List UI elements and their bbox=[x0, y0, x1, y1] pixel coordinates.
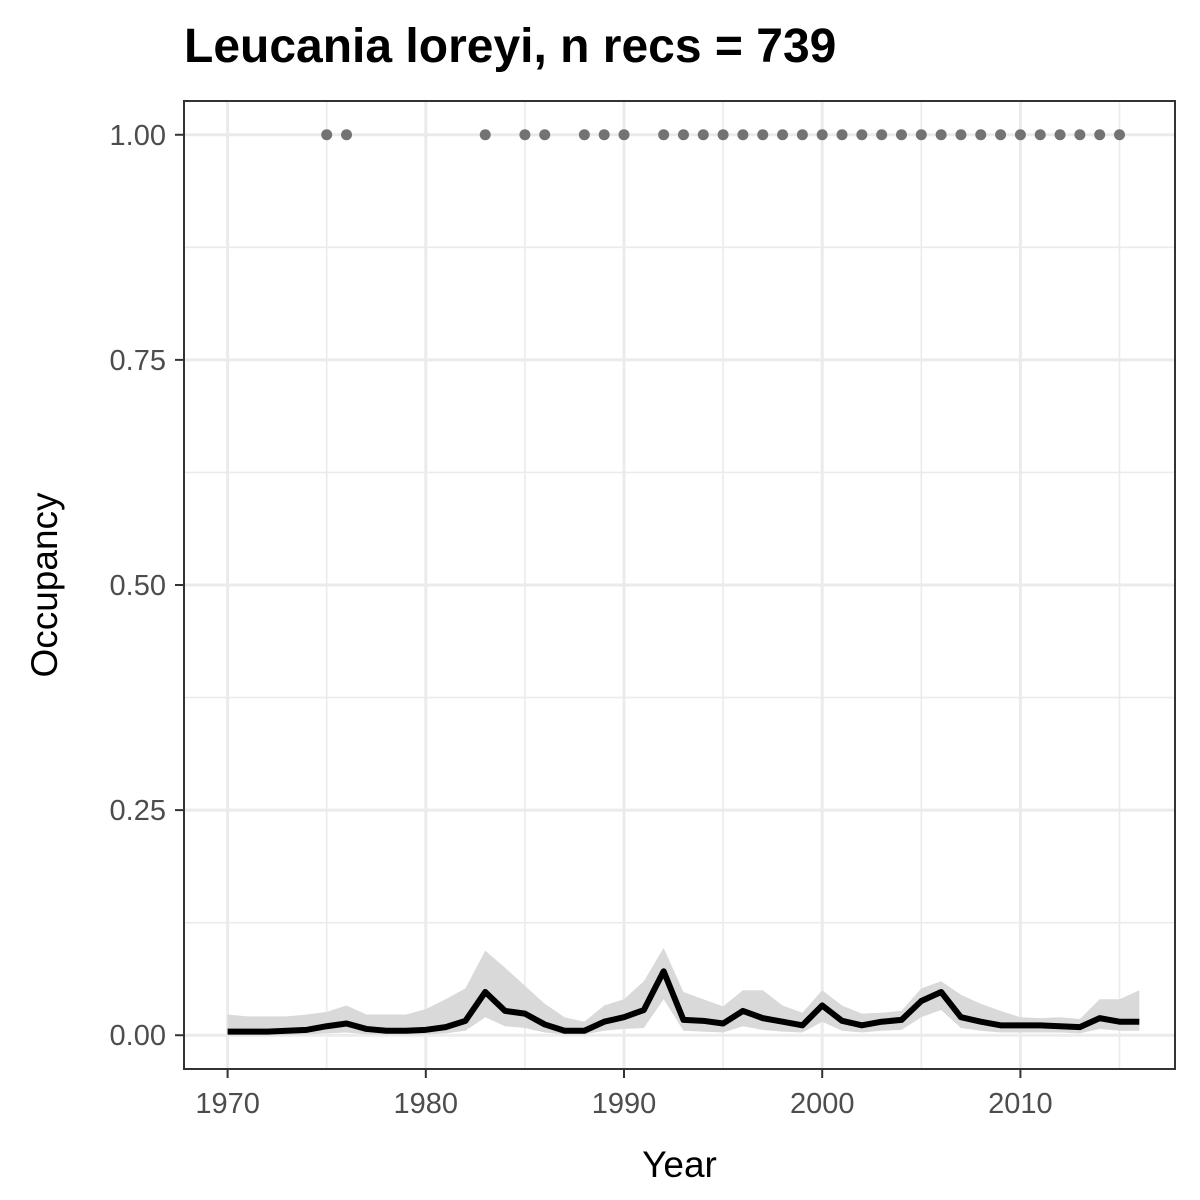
chart-title: Leucania loreyi, n recs = 739 bbox=[184, 20, 836, 73]
record-point bbox=[836, 129, 848, 141]
y-tick-label: 0.50 bbox=[110, 570, 166, 602]
record-point bbox=[876, 129, 888, 141]
record-point bbox=[975, 129, 987, 141]
record-point bbox=[737, 129, 749, 141]
record-point bbox=[995, 129, 1007, 141]
record-points-layer bbox=[321, 129, 1126, 141]
record-point bbox=[796, 129, 808, 141]
y-axis-title: Occupancy bbox=[24, 492, 65, 678]
record-point bbox=[321, 129, 333, 141]
x-tick-label: 1980 bbox=[394, 1088, 459, 1120]
record-point bbox=[697, 129, 709, 141]
x-tick-label: 1970 bbox=[195, 1088, 260, 1120]
record-point bbox=[658, 129, 670, 141]
record-point bbox=[539, 129, 551, 141]
occupancy-line-layer bbox=[227, 968, 1140, 1035]
x-tick-label: 1990 bbox=[592, 1088, 657, 1120]
record-point bbox=[816, 129, 828, 141]
record-point bbox=[1114, 129, 1126, 141]
record-point bbox=[955, 129, 967, 141]
record-point bbox=[1094, 129, 1106, 141]
record-point bbox=[677, 129, 689, 141]
record-point bbox=[1054, 129, 1066, 141]
record-point bbox=[935, 129, 947, 141]
occupancy-line bbox=[227, 968, 1140, 1035]
record-point bbox=[1014, 129, 1026, 141]
y-axis: 0.00 0.25 0.50 0.75 1.00 bbox=[110, 120, 184, 1052]
record-point bbox=[598, 129, 610, 141]
y-tick-label: 0.25 bbox=[110, 795, 166, 827]
x-tick-label: 2010 bbox=[988, 1088, 1053, 1120]
record-point bbox=[1034, 129, 1046, 141]
record-point bbox=[856, 129, 868, 141]
record-point bbox=[479, 129, 491, 141]
record-point bbox=[1074, 129, 1086, 141]
x-axis-title: Year bbox=[642, 1144, 717, 1185]
y-tick-label: 0.75 bbox=[110, 345, 166, 377]
record-point bbox=[519, 129, 531, 141]
x-axis: 1970 1980 1990 2000 2010 bbox=[195, 1069, 1053, 1120]
y-tick-label: 0.00 bbox=[110, 1020, 166, 1052]
x-tick-label: 2000 bbox=[790, 1088, 855, 1120]
record-point bbox=[895, 129, 907, 141]
record-point bbox=[717, 129, 729, 141]
y-tick-label: 1.00 bbox=[110, 120, 166, 152]
record-point bbox=[757, 129, 769, 141]
record-point bbox=[578, 129, 590, 141]
record-point bbox=[341, 129, 353, 141]
record-point bbox=[618, 129, 630, 141]
record-point bbox=[915, 129, 927, 141]
record-point bbox=[777, 129, 789, 141]
